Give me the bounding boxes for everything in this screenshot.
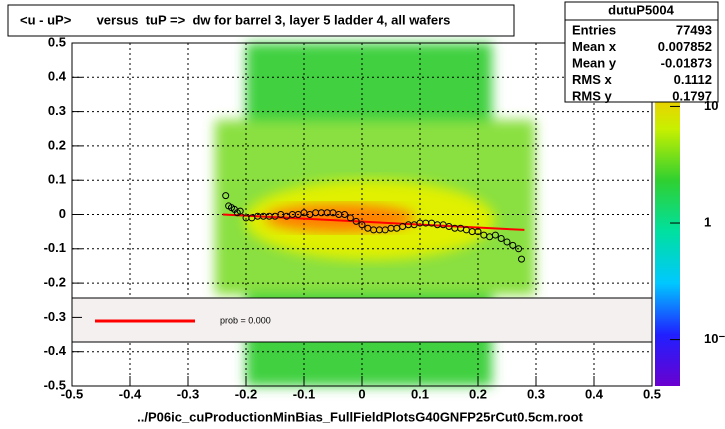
- stats-label: RMS y: [572, 88, 613, 103]
- colorbar-tick-label: 10: [704, 98, 718, 113]
- stats-value: 0.007852: [658, 39, 712, 54]
- colorbar-tick-label: 1: [704, 214, 711, 229]
- x-tick-label: 0.5: [643, 386, 661, 401]
- y-tick-label: -0.2: [44, 275, 66, 290]
- colorbar-tick-label: 10⁻¹: [704, 331, 725, 346]
- profile-point: [515, 245, 523, 253]
- x-tick-label: 0.4: [585, 386, 604, 401]
- stats-label: Mean x: [572, 39, 617, 54]
- profile-point: [474, 228, 482, 236]
- y-tick-label: 0: [59, 206, 66, 221]
- y-tick-label: 0.2: [48, 137, 66, 152]
- profile-point: [236, 207, 244, 215]
- y-tick-label: 0.5: [48, 34, 66, 49]
- y-tick-label: 0.1: [48, 172, 66, 187]
- profile-point: [518, 255, 525, 263]
- profile-point: [491, 231, 499, 239]
- chart-title: <u - uP> versus tuP => dw for barrel 3, …: [20, 12, 450, 27]
- heat-region: [265, 204, 415, 232]
- profile-point: [346, 214, 354, 222]
- stats-label: RMS x: [572, 72, 613, 87]
- x-tick-label: -0.1: [293, 386, 315, 401]
- stats-box: [564, 1, 719, 103]
- stats-value: 77493: [676, 22, 712, 37]
- stats-label: Entries: [572, 22, 616, 37]
- x-tick-label: 0.3: [527, 386, 545, 401]
- title-box: [7, 4, 515, 37]
- profile-point: [352, 217, 360, 225]
- x-tick-label: 0.2: [469, 386, 487, 401]
- stats-value: 0.1112: [674, 72, 712, 87]
- y-tick-label: -0.4: [44, 343, 67, 358]
- x-tick-label: -0.5: [61, 386, 83, 401]
- y-tick-label: -0.5: [44, 377, 66, 392]
- stats-value: -0.01873: [661, 55, 712, 70]
- profile-point: [222, 192, 230, 200]
- stats-value: 0.1797: [672, 88, 712, 103]
- legend-text: prob = 0.000: [220, 315, 271, 325]
- x-tick-label: 0.1: [411, 386, 429, 401]
- x-tick-label: -0.3: [177, 386, 199, 401]
- profile-point: [358, 221, 366, 229]
- x-axis-label: ../P06ic_cuProductionMinBias_FullFieldPl…: [137, 409, 583, 424]
- x-tick-label: -0.2: [235, 386, 257, 401]
- x-tick-label: -0.4: [119, 386, 142, 401]
- y-tick-label: -0.3: [44, 309, 66, 324]
- profile-point: [497, 235, 505, 243]
- profile-point: [509, 241, 517, 249]
- profile-point: [503, 238, 511, 246]
- fit-line: [222, 213, 525, 231]
- stats-title: dutuP5004: [608, 2, 675, 17]
- profile-point: [341, 211, 349, 218]
- y-tick-label: 0.4: [48, 69, 67, 84]
- y-tick-label: -0.1: [44, 240, 66, 255]
- y-tick-label: 0.3: [48, 103, 66, 118]
- x-tick-label: 0: [358, 386, 365, 401]
- stats-label: Mean y: [572, 55, 617, 70]
